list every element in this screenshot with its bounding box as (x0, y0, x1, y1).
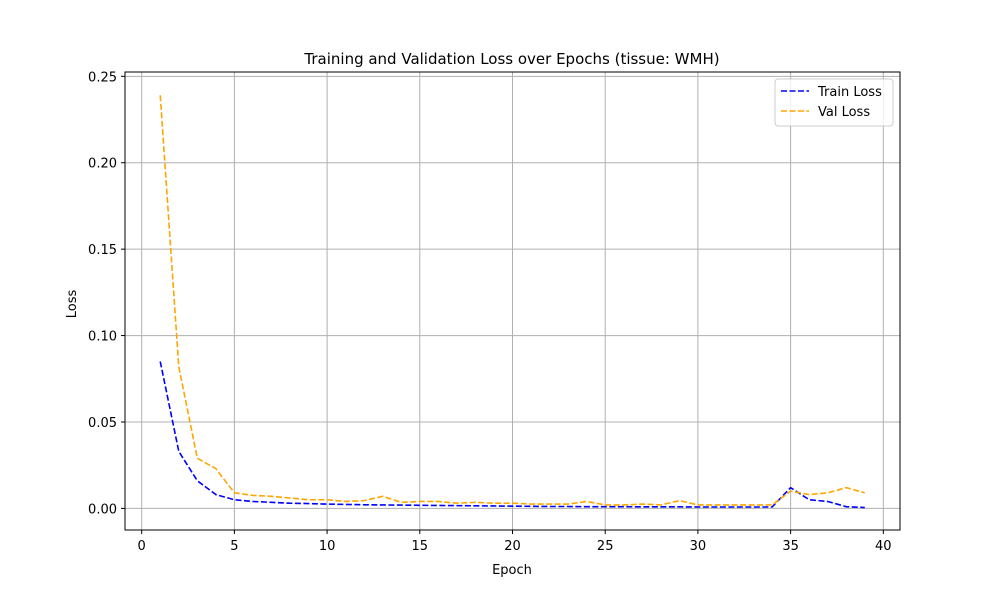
x-tick-label: 5 (230, 539, 238, 554)
series-line-train-loss (159, 361, 865, 509)
x-tick-label: 10 (319, 539, 336, 554)
series-line-val-loss (159, 95, 865, 506)
y-axis-label: Loss (65, 290, 80, 319)
x-tick-label: 25 (597, 539, 614, 554)
legend: Train Loss Val Loss (774, 78, 894, 127)
legend-label-train-loss: Train Loss (817, 85, 882, 100)
series-lines (159, 95, 865, 509)
y-tick-label: 0.15 (88, 243, 117, 258)
x-axis-label: Epoch (492, 563, 532, 578)
x-tick-label: 35 (782, 539, 799, 554)
axis-ticks: 0 5 10 15 20 25 30 35 40 0.00 0.05 0.10 0.15 0.20 0.25 (88, 70, 892, 554)
x-tick-label: 30 (690, 539, 707, 554)
grid (125, 72, 900, 530)
x-tick-label: 15 (412, 539, 429, 554)
legend-box (774, 78, 894, 127)
y-tick-label: 0.20 (88, 157, 117, 172)
y-tick-label: 0.10 (88, 330, 117, 345)
x-tick-label: 40 (875, 539, 892, 554)
x-tick-label: 20 (504, 539, 521, 554)
y-tick-label: 0.05 (88, 416, 117, 431)
x-tick-label: 0 (138, 539, 146, 554)
chart-title: Training and Validation Loss over Epochs… (303, 50, 719, 68)
y-tick-label: 0.00 (88, 502, 117, 517)
y-tick-label: 0.25 (88, 70, 117, 85)
legend-label-val-loss: Val Loss (818, 105, 870, 120)
